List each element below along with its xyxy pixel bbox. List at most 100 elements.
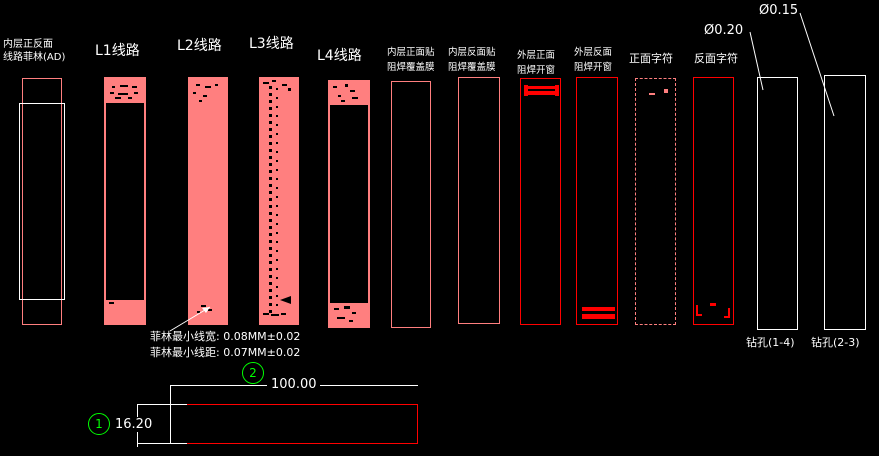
label-inner-film-line2: 线路菲林(AD)	[3, 52, 66, 63]
label-drill-1-4: 钻孔(1-4)	[746, 336, 795, 349]
l4-trace-mark	[344, 306, 350, 309]
label-coverlay-back: 内层反面贴 阻焊覆盖膜	[448, 45, 496, 75]
dim-board-width: 100.00	[268, 377, 320, 392]
l1-trace-mark	[134, 92, 138, 94]
label-coverlay-front-line1: 内层正面贴	[387, 47, 435, 58]
l3-trace-mark	[288, 88, 291, 91]
label-mask-back: 外层反面 阻焊开窗	[574, 45, 612, 75]
label-mask-front-line2: 阻焊开窗	[517, 65, 556, 76]
l4-trace-mark	[333, 86, 337, 88]
label-inner-film: 内层正反面 线路菲林(AD)	[3, 38, 65, 64]
l4-clear-area	[330, 105, 368, 303]
entity-mask-back[interactable]	[576, 77, 618, 325]
entity-l2-layer[interactable]	[188, 77, 228, 325]
label-coverlay-back-line1: 内层反面贴	[448, 47, 496, 58]
silk-back-mark	[724, 316, 729, 318]
extension-line-bottom	[137, 443, 187, 444]
l3-trace-mark	[281, 313, 286, 315]
label-mask-front: 外层正面 阻焊开窗	[517, 48, 555, 78]
label-mask-back-line1: 外层反面	[574, 47, 613, 58]
entity-l3-layer[interactable]	[259, 77, 299, 325]
dim-hole-front: Ø0.20	[704, 23, 744, 38]
label-silk-back: 反面字符	[694, 52, 738, 65]
l4-trace-mark	[352, 312, 356, 314]
mask-front-opening	[528, 91, 555, 95]
l1-trace-mark	[120, 85, 128, 87]
label-coverlay-back-line2: 阻焊覆盖膜	[448, 62, 496, 73]
mask-back-opening	[582, 307, 615, 311]
silk-back-mark	[728, 308, 730, 318]
entity-mask-front[interactable]	[520, 78, 561, 325]
note-min-line-space: 菲林最小线距: 0.07MM±0.02	[150, 346, 301, 359]
l3-trace-mark	[263, 313, 269, 315]
l1-trace-mark	[110, 92, 114, 94]
entity-board-outline[interactable]	[170, 404, 418, 444]
l4-trace-mark	[341, 100, 345, 102]
l1-trace-mark	[115, 97, 121, 99]
label-mask-front-line1: 外层正面	[517, 50, 556, 61]
l1-trace-mark	[118, 93, 128, 95]
entity-drill-1-4[interactable]	[757, 77, 798, 330]
entity-inner-film-white-rect[interactable]	[19, 103, 65, 300]
mask-front-opening	[528, 86, 555, 89]
balloon-1[interactable]: 1	[88, 413, 110, 435]
label-l4: L4线路	[317, 48, 362, 64]
label-l3: L3线路	[249, 36, 294, 52]
silk-back-mark	[696, 314, 702, 316]
mask-front-pad	[555, 85, 559, 96]
dim-line-width-seg2	[317, 385, 418, 386]
label-mask-back-line2: 阻焊开窗	[574, 62, 613, 73]
l4-trace-mark	[337, 317, 345, 319]
entity-silk-back[interactable]	[693, 77, 734, 325]
l3-arrow-mark	[280, 296, 291, 304]
label-l2: L2线路	[177, 38, 222, 54]
l1-trace-mark	[132, 86, 137, 88]
entity-coverlay-back[interactable]	[458, 77, 500, 324]
l2-trace-mark	[197, 311, 200, 313]
silk-back-mark	[696, 305, 698, 316]
silk-back-mark	[710, 303, 716, 306]
l2-trace-mark	[203, 95, 207, 97]
balloon-2-number: 2	[249, 366, 257, 380]
entity-inner-film-pink-rect[interactable]	[22, 78, 62, 325]
l1-trace-mark	[112, 86, 115, 88]
label-drill-2-3: 钻孔(2-3)	[811, 336, 860, 349]
mask-back-opening	[582, 314, 615, 319]
label-inner-film-line1: 内层正反面	[3, 39, 53, 50]
entity-l1-layer[interactable]	[104, 77, 146, 325]
l1-trace-mark	[128, 97, 132, 99]
l4-trace-mark	[352, 97, 358, 99]
entity-l4-layer[interactable]	[328, 80, 370, 328]
l4-trace-mark	[349, 320, 353, 322]
l2-trace-mark	[196, 84, 200, 86]
l2-trace-mark	[199, 100, 202, 102]
dim-line-width-seg1	[170, 385, 267, 386]
l2-trace-mark	[201, 305, 206, 307]
l2-trace-mark	[215, 84, 218, 86]
l2-trace-mark	[193, 92, 196, 94]
balloon-2[interactable]: 2	[242, 362, 264, 384]
label-coverlay-front: 内层正面贴 阻焊覆盖膜	[387, 45, 435, 75]
label-silk-front: 正面字符	[629, 52, 673, 65]
l4-trace-mark	[334, 308, 339, 310]
l2-trace-mark	[208, 309, 212, 311]
l3-trace-mark	[282, 84, 287, 86]
entity-drill-2-3[interactable]	[824, 75, 866, 330]
entity-silk-front[interactable]	[635, 78, 676, 325]
l3-via-chain	[269, 86, 272, 316]
l3-via-chain	[276, 88, 278, 313]
label-coverlay-front-line2: 阻焊覆盖膜	[387, 62, 435, 73]
dim-board-height: 16.20	[112, 417, 156, 432]
l3-trace-mark	[272, 80, 276, 82]
dim-hole-back: Ø0.15	[759, 3, 799, 18]
extension-line-left	[170, 385, 171, 444]
l4-trace-mark	[338, 95, 341, 97]
entity-coverlay-front[interactable]	[391, 81, 431, 328]
l3-trace-mark	[271, 314, 279, 316]
extension-line-top	[137, 404, 187, 405]
l1-trace-mark	[109, 302, 114, 304]
balloon-1-number: 1	[95, 417, 103, 431]
mask-front-pad	[524, 85, 528, 96]
silk-front-mark	[664, 89, 668, 93]
